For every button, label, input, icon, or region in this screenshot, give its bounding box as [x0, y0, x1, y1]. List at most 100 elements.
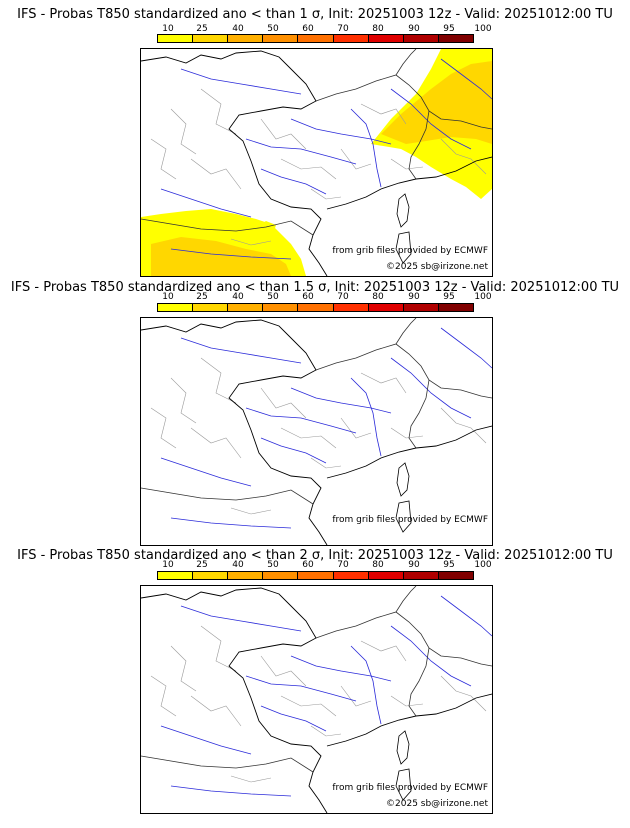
sardinia-outline	[395, 231, 412, 264]
admin-boundary	[170, 645, 197, 692]
country-border	[408, 647, 430, 717]
admin-boundary	[190, 427, 242, 459]
admin-boundary	[260, 655, 307, 687]
colorbar-tick-label: 80	[372, 24, 384, 34]
coastline	[141, 50, 328, 276]
colorbar-tick-label: 95	[443, 292, 455, 302]
admin-boundary	[390, 695, 424, 707]
probability-map: from grib files provided by ECMWF ©2025 …	[140, 48, 493, 277]
sardinia-outline	[395, 768, 412, 801]
colorbar	[157, 34, 474, 43]
country-border	[408, 379, 430, 449]
admin-boundary	[280, 427, 337, 449]
colorbar-segment	[193, 35, 229, 42]
copyright-credit: ©2025 sb@irizone.net	[386, 262, 488, 272]
colorbar-segment	[438, 35, 473, 42]
colorbar-tick-label: 95	[443, 560, 455, 570]
river-line	[260, 437, 327, 464]
colorbar-segment	[193, 304, 229, 311]
river-line	[440, 595, 492, 637]
corsica-outline	[396, 193, 410, 228]
country-border	[141, 218, 314, 236]
colorbar-tick-label: 90	[408, 292, 420, 302]
admin-boundary	[310, 188, 342, 200]
river-line	[170, 248, 292, 260]
colorbar-segment	[368, 35, 404, 42]
admin-boundary	[340, 148, 372, 170]
coastline	[141, 587, 328, 813]
source-credit: from grib files provided by ECMWF	[332, 783, 488, 793]
colorbar-segment	[368, 572, 404, 579]
river-line	[180, 605, 302, 632]
admin-boundary	[230, 238, 272, 246]
colorbar-tick-label: 100	[474, 24, 492, 34]
colorbar-tick-label: 60	[302, 24, 314, 34]
colorbar-segment	[438, 304, 473, 311]
source-credit: from grib files provided by ECMWF	[332, 246, 488, 256]
admin-boundary	[150, 407, 177, 449]
colorbar-segment	[158, 304, 194, 311]
river-line	[170, 785, 292, 797]
admin-boundary	[200, 625, 237, 672]
sardinia-outline	[395, 500, 412, 533]
admin-boundary	[170, 108, 197, 155]
probability-shading	[151, 237, 291, 276]
country-border	[315, 74, 492, 130]
admin-boundary	[280, 695, 337, 717]
colorbar-segment	[263, 35, 299, 42]
river-line	[390, 88, 472, 150]
river-line	[260, 705, 327, 732]
corsica-outline	[396, 462, 410, 497]
colorbar	[157, 303, 474, 312]
admin-boundary	[440, 138, 487, 175]
colorbar-segment	[368, 304, 404, 311]
river-line	[245, 138, 357, 165]
probability-map: from grib files provided by ECMWF	[140, 317, 493, 546]
colorbar-segment	[298, 304, 334, 311]
corsica-outline	[396, 730, 410, 765]
colorbar-segment	[263, 304, 299, 311]
river-line	[180, 68, 302, 95]
admin-boundary	[260, 387, 307, 419]
admin-boundary	[310, 457, 342, 469]
country-border	[141, 755, 314, 773]
colorbar-segment	[298, 572, 334, 579]
colorbar-tick-label: 10	[162, 292, 174, 302]
colorbar-tick-label: 95	[443, 24, 455, 34]
river-line	[290, 118, 392, 145]
river-line	[350, 645, 382, 725]
panel-title: IFS - Probas T850 standardized ano < tha…	[10, 280, 620, 295]
admin-boundary	[230, 775, 272, 783]
colorbar-tick-label: 50	[267, 24, 279, 34]
colorbar-tick-label: 90	[408, 560, 420, 570]
map-panel-2: IFS - Probas T850 standardized ano < tha…	[0, 275, 630, 549]
admin-boundary	[360, 640, 407, 662]
copyright-credit: ©2025 sb@irizone.net	[386, 799, 488, 809]
river-line	[160, 457, 252, 487]
river-line	[245, 675, 357, 702]
country-border	[408, 110, 430, 180]
colorbar-tick-label: 60	[302, 292, 314, 302]
colorbar-segment	[403, 304, 439, 311]
map-panel-1: IFS - Probas T850 standardized ano < tha…	[0, 0, 630, 277]
map-svg	[141, 586, 492, 813]
colorbar-tick-label: 50	[267, 560, 279, 570]
colorbar-tick-label: 25	[196, 24, 208, 34]
colorbar-tick-label: 70	[337, 560, 349, 570]
colorbar-segment	[228, 572, 264, 579]
coastline	[141, 319, 328, 545]
colorbar-ticks: 10 25 40 50 60 70 80 90 95 100	[150, 560, 500, 570]
source-credit: from grib files provided by ECMWF	[332, 515, 488, 525]
country-border	[395, 586, 417, 613]
river-line	[160, 188, 252, 218]
colorbar-segment	[228, 304, 264, 311]
river-line	[290, 655, 392, 682]
admin-boundary	[200, 88, 237, 135]
colorbar-tick-label: 25	[196, 292, 208, 302]
admin-boundary	[310, 725, 342, 737]
river-line	[290, 387, 392, 414]
colorbar-tick-label: 90	[408, 24, 420, 34]
admin-boundary	[260, 118, 307, 150]
coastline-mediterranean	[326, 156, 492, 210]
coastline-mediterranean	[326, 693, 492, 747]
